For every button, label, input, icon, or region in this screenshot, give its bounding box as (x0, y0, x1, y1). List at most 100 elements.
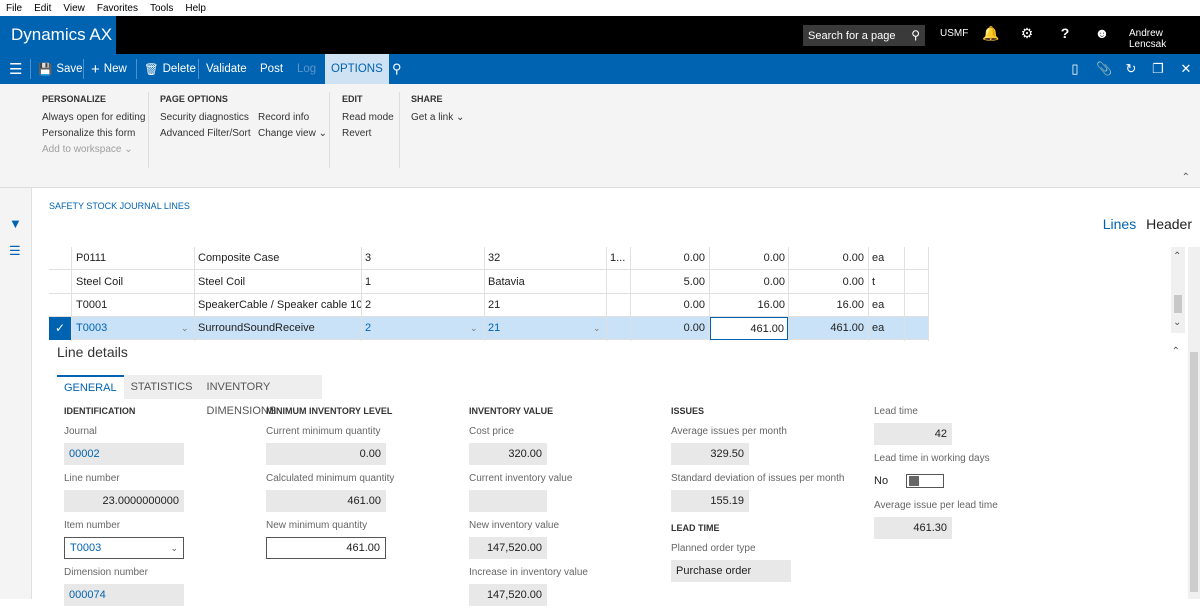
quantity-cell[interactable]: 461.00 (830, 322, 864, 334)
dimension-number-field[interactable]: 000074 (64, 584, 184, 606)
delete-button[interactable]: 🗑 Delete (144, 54, 196, 84)
menu-favorites[interactable]: Favorites (96, 2, 138, 14)
cost-price-field[interactable]: 320.00 (469, 443, 547, 465)
list-icon[interactable]: ☰ (9, 243, 21, 258)
tab-options[interactable]: OPTIONS (325, 54, 389, 84)
line-number-field[interactable]: 23.0000000000 (64, 490, 184, 512)
calc-min-field[interactable]: 461.00 (266, 490, 386, 512)
dimension-cell[interactable]: 1 (365, 276, 372, 288)
std-issues-field[interactable]: 155.19 (671, 490, 749, 512)
item-name-cell[interactable]: SpeakerCable / Speaker cable 10 (198, 299, 361, 311)
app-title[interactable]: Dynamics AX (0, 16, 116, 54)
tab-statistics[interactable]: STATISTICS (130, 381, 193, 393)
item-number-cell[interactable]: Steel Coil (76, 276, 124, 288)
dimension-cell[interactable]: 21 (488, 299, 501, 311)
quantity-cell[interactable]: 0.00 (683, 299, 705, 311)
active-quantity-cell[interactable]: 461.00 (710, 317, 788, 340)
quantity-cell[interactable]: 0.00 (683, 252, 705, 264)
table-row-selected[interactable]: ✓ T0003 ⌄ SurroundSoundReceive 2 ⌄ 21 ⌄ … (49, 317, 929, 340)
menu-tools[interactable]: Tools (149, 2, 174, 14)
quantity-cell[interactable]: 0.00 (842, 252, 864, 264)
table-row[interactable]: P0111 Composite Case 3 32 1... 0.00 0.00… (49, 247, 929, 270)
table-row[interactable]: Steel Coil Steel Coil 1 Batavia 5.00 0.0… (49, 271, 929, 294)
quantity-cell[interactable]: 5.00 (683, 276, 705, 288)
current-inv-value-field[interactable] (469, 490, 547, 512)
change-view-button[interactable]: Change view ⌄ (258, 128, 327, 144)
chevron-down-icon[interactable]: ⌄ (470, 323, 478, 333)
menu-file[interactable]: File (6, 2, 23, 14)
add-to-workspace-button[interactable]: Add to workspace ⌄ (42, 144, 145, 160)
company-picker[interactable]: USMF (940, 28, 969, 39)
chevron-down-icon[interactable]: ⌄ (170, 543, 178, 553)
scrollbar-thumb[interactable] (1174, 295, 1182, 313)
user-name[interactable]: Andrew Lencsak (1129, 28, 1167, 50)
lead-time-field[interactable]: 42 (874, 423, 952, 445)
hamburger-icon[interactable]: ☰ (9, 61, 23, 78)
grid-scrollbar[interactable]: ⌃ ⌄ (1171, 247, 1185, 333)
row-select-checkmark-icon[interactable]: ✓ (49, 317, 71, 340)
menu-view[interactable]: View (63, 2, 85, 14)
help-icon[interactable]: ? (1060, 25, 1070, 41)
log-button[interactable]: Log (297, 63, 317, 75)
dimension-cell[interactable] (607, 317, 629, 340)
lead-time-working-days-toggle[interactable] (906, 474, 945, 488)
chevron-up-icon[interactable]: ⌃ (1173, 251, 1182, 262)
refresh-icon[interactable]: ↻ (1125, 61, 1137, 76)
office-icon[interactable]: ▯ (1071, 61, 1079, 76)
tab-general[interactable]: GENERAL (57, 375, 124, 399)
new-min-field[interactable]: 461.00 (266, 537, 386, 559)
new-inv-value-field[interactable]: 147,520.00 (469, 537, 547, 559)
item-number-cell[interactable]: P0111 (76, 252, 107, 264)
dimension-cell[interactable]: 2 (365, 322, 372, 334)
dimension-cell[interactable]: 1... (610, 252, 626, 264)
quantity-cell[interactable]: 0.00 (842, 276, 864, 288)
search-icon[interactable]: ⚲ (911, 28, 920, 42)
dimension-cell[interactable]: Batavia (488, 276, 525, 288)
item-number-field[interactable]: T0003 ⌄ (64, 537, 184, 559)
journal-field[interactable]: 00002 (64, 443, 184, 465)
scrollbar-thumb[interactable] (1190, 352, 1198, 592)
avg-issues-field[interactable]: 329.50 (671, 443, 749, 465)
increase-inv-value-field[interactable]: 147,520.00 (469, 584, 547, 606)
menu-help[interactable]: Help (185, 2, 206, 14)
dimension-cell[interactable]: 21 (488, 322, 501, 334)
unit-cell[interactable]: ea (872, 299, 885, 311)
menu-edit[interactable]: Edit (34, 2, 52, 14)
page-scrollbar[interactable] (1188, 247, 1200, 599)
get-link-button[interactable]: Get a link ⌄ (411, 112, 464, 128)
revert-button[interactable]: Revert (342, 128, 372, 139)
item-number-cell[interactable]: T0003 (76, 322, 108, 334)
unit-cell[interactable]: ea (872, 322, 885, 334)
quantity-cell[interactable]: 16.00 (836, 299, 864, 311)
record-info-button[interactable]: Record info (258, 112, 310, 123)
unit-cell[interactable]: ea (872, 252, 885, 264)
item-name-cell[interactable]: Composite Case (198, 252, 280, 264)
validate-button[interactable]: Validate (206, 63, 247, 75)
header-view-tab[interactable]: Header (1146, 216, 1192, 232)
chevron-down-icon[interactable]: ⌄ (593, 323, 601, 333)
save-button[interactable]: 💾 Save (38, 54, 83, 84)
advanced-filter-button[interactable]: Advanced Filter/Sort (160, 128, 251, 139)
chevron-up-icon[interactable]: ⌃ (1181, 172, 1190, 183)
dimension-cell[interactable]: 3 (365, 252, 372, 264)
dimension-cell[interactable]: 2 (365, 299, 372, 311)
close-icon[interactable]: ✕ (1180, 61, 1192, 76)
planned-order-type-field[interactable]: Purchase order (671, 560, 791, 582)
chevron-down-icon[interactable]: ⌄ (181, 323, 189, 333)
table-row[interactable]: T0001 SpeakerCable / Speaker cable 10 2 … (49, 294, 929, 317)
chevron-up-icon[interactable]: ⌃ (1171, 346, 1180, 357)
filter-icon[interactable]: ▼ (9, 216, 22, 231)
gear-icon[interactable]: ⚙ (1020, 25, 1034, 41)
read-mode-button[interactable]: Read mode (342, 112, 394, 123)
dimension-cell[interactable]: 32 (488, 252, 501, 264)
always-open-editing-button[interactable]: Always open for editing (42, 112, 146, 123)
bell-icon[interactable]: 🔔 (982, 25, 1000, 41)
item-name-cell[interactable]: SurroundSoundReceive (198, 322, 315, 334)
tab-inventory-dimensions[interactable]: INVENTORY DIMENSIONS (206, 381, 277, 417)
dimension-cell[interactable] (607, 271, 629, 294)
current-min-field[interactable]: 0.00 (266, 443, 386, 465)
avg-issue-lead-time-field[interactable]: 461.30 (874, 517, 952, 539)
post-button[interactable]: Post (260, 63, 284, 75)
line-details-title[interactable]: Line details (57, 344, 128, 360)
item-number-cell[interactable]: T0001 (76, 299, 108, 311)
